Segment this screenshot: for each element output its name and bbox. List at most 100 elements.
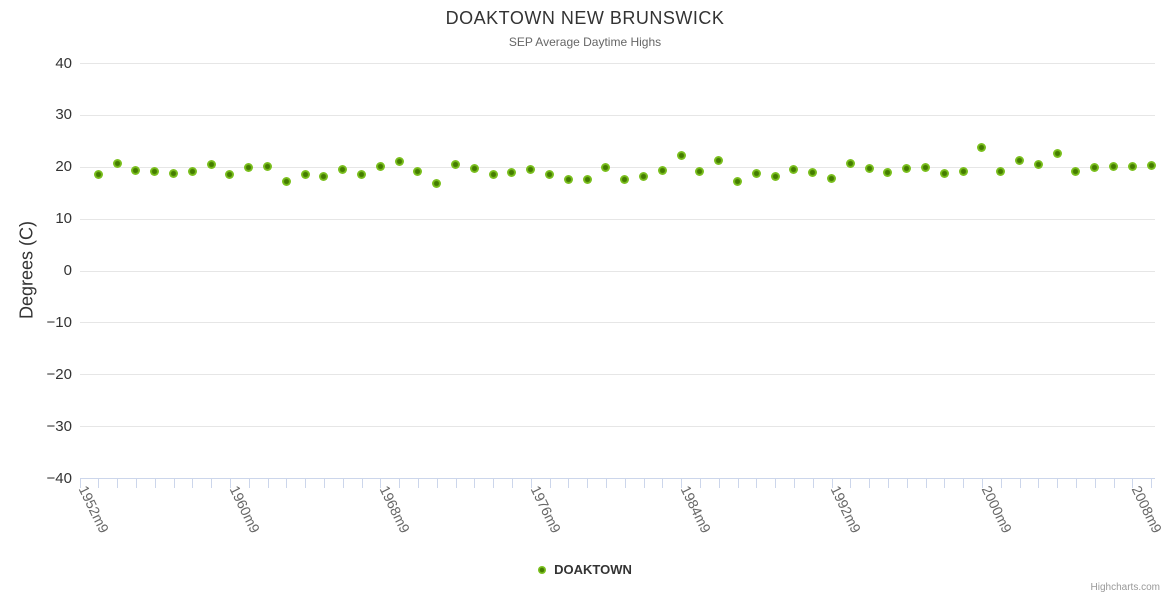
legend-marker-icon	[538, 565, 547, 574]
x-axis-tick	[248, 478, 250, 488]
chart-title: DOAKTOWN NEW BRUNSWICK	[445, 8, 725, 28]
data-point[interactable]	[601, 162, 611, 172]
data-point[interactable]	[770, 172, 780, 182]
data-point[interactable]	[1127, 161, 1137, 171]
data-point[interactable]	[488, 169, 498, 179]
x-axis-label: 2008m9	[1128, 483, 1166, 536]
data-point[interactable]	[1052, 149, 1062, 159]
x-axis-tick	[737, 478, 739, 488]
x-axis-tick	[211, 478, 213, 488]
x-axis-tick	[981, 478, 983, 488]
data-point[interactable]	[883, 168, 893, 178]
data-point[interactable]	[639, 172, 648, 182]
x-axis-tick	[380, 478, 382, 488]
grid-line	[80, 63, 1155, 64]
x-axis-tick	[192, 478, 194, 488]
legend-item-doaktown[interactable]: DOAKTOWN	[0, 562, 1170, 577]
data-point[interactable]	[827, 174, 836, 184]
y-axis-label: 10	[55, 210, 72, 228]
data-point[interactable]	[338, 165, 348, 175]
y-axis-label: −10	[46, 313, 72, 331]
data-point[interactable]	[1109, 161, 1118, 171]
x-axis-label: 2000m9	[978, 483, 1015, 536]
data-point[interactable]	[357, 170, 366, 180]
highcharts-credits-link[interactable]: Highcharts.com	[1090, 582, 1160, 593]
data-point[interactable]	[112, 159, 122, 169]
data-point[interactable]	[996, 166, 1006, 176]
x-axis-tick	[944, 478, 946, 488]
data-point[interactable]	[733, 177, 742, 187]
data-point[interactable]	[319, 171, 329, 181]
data-point[interactable]	[150, 167, 160, 177]
data-point[interactable]	[244, 162, 254, 172]
data-point[interactable]	[1090, 162, 1100, 172]
data-point[interactable]	[808, 168, 818, 178]
data-point[interactable]	[93, 170, 103, 180]
x-axis-tick	[173, 478, 175, 488]
data-point[interactable]	[958, 166, 968, 176]
data-point[interactable]	[169, 168, 178, 178]
data-point[interactable]	[676, 150, 686, 160]
data-point[interactable]	[394, 156, 404, 166]
x-axis-tick	[1132, 478, 1134, 488]
grid-line	[80, 114, 1155, 116]
data-point[interactable]	[751, 168, 761, 178]
x-axis-tick	[681, 478, 683, 488]
x-axis-tick	[1151, 478, 1153, 488]
x-axis-tick	[493, 478, 495, 488]
data-point[interactable]	[714, 155, 724, 165]
x-axis-tick	[775, 478, 777, 488]
x-axis-tick	[793, 478, 795, 488]
data-point[interactable]	[526, 165, 536, 175]
data-point[interactable]	[939, 168, 949, 178]
data-point[interactable]	[1146, 161, 1156, 171]
x-axis-tick	[267, 478, 269, 488]
data-point[interactable]	[864, 163, 874, 173]
data-point[interactable]	[375, 161, 385, 171]
data-point[interactable]	[902, 164, 912, 174]
chart-subtitle: SEP Average Daytime Highs	[508, 35, 662, 49]
x-axis-tick	[117, 478, 119, 488]
y-axis-label: 20	[55, 158, 72, 176]
data-point[interactable]	[977, 143, 987, 153]
x-axis-tick	[568, 478, 570, 488]
data-point[interactable]	[1033, 159, 1043, 169]
x-axis-tick	[1094, 478, 1096, 488]
data-point[interactable]	[582, 174, 592, 184]
x-axis-tick	[699, 478, 701, 488]
data-point[interactable]	[432, 178, 442, 188]
x-axis-tick	[511, 478, 513, 488]
data-point[interactable]	[563, 174, 573, 184]
x-axis-tick	[399, 478, 401, 488]
data-point[interactable]	[300, 169, 310, 179]
x-axis-tick	[229, 478, 231, 488]
data-point[interactable]	[789, 164, 799, 174]
data-point[interactable]	[620, 174, 630, 184]
y-axis-label: −20	[46, 365, 72, 383]
x-axis-tick	[1113, 478, 1115, 488]
x-axis-tick	[417, 478, 419, 488]
data-point[interactable]	[657, 166, 667, 176]
data-point[interactable]	[1015, 155, 1024, 165]
data-point[interactable]	[845, 158, 855, 168]
data-point[interactable]	[1071, 167, 1081, 177]
y-axis-label: −30	[46, 417, 72, 435]
data-point[interactable]	[187, 166, 197, 176]
x-axis-tick	[850, 478, 852, 488]
data-point[interactable]	[545, 169, 554, 179]
data-point[interactable]	[413, 167, 423, 177]
data-point[interactable]	[263, 161, 272, 171]
data-point[interactable]	[281, 177, 291, 187]
x-axis-tick	[605, 478, 607, 488]
data-point[interactable]	[131, 166, 141, 176]
grid-line	[80, 374, 1155, 376]
data-point[interactable]	[451, 160, 460, 170]
data-point[interactable]	[695, 166, 705, 176]
x-axis-tick	[718, 478, 720, 488]
data-point[interactable]	[225, 170, 235, 180]
data-point[interactable]	[206, 160, 216, 170]
data-point[interactable]	[507, 168, 517, 178]
data-point[interactable]	[469, 164, 479, 174]
data-point[interactable]	[921, 162, 930, 172]
x-axis-tick	[906, 478, 908, 488]
